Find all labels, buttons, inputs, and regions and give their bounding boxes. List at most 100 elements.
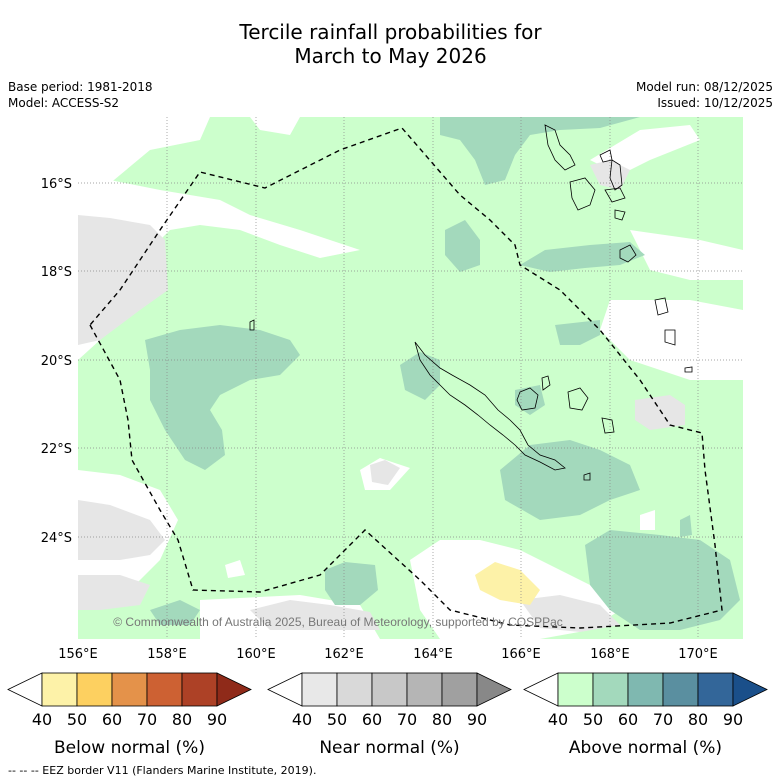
colorbar-tick-label: 40 xyxy=(548,710,568,729)
erromango xyxy=(654,297,669,316)
lon-label: 162°E xyxy=(324,647,364,662)
white-region-nw xyxy=(78,117,210,210)
vanuatu-island-4 xyxy=(614,209,626,221)
colorbar-tick-label: 60 xyxy=(102,710,122,729)
colorbar-tick-label: 50 xyxy=(583,710,603,729)
above-normal-50-region-south xyxy=(325,562,378,605)
colorbar-segment xyxy=(662,672,699,707)
map-title-line1: Tercile rainfall probabilities for xyxy=(239,20,542,44)
lon-label: 160°E xyxy=(236,647,276,662)
above-normal-50-region-west xyxy=(145,325,300,470)
map-title-line2: March to May 2026 xyxy=(294,44,487,68)
lon-label: 156°E xyxy=(58,647,98,662)
isle-of-pines xyxy=(583,472,591,481)
colorbar-segment xyxy=(41,672,78,707)
base-period: Base period: 1981-2018 xyxy=(8,80,153,94)
colorbar-2: 40 50 60 70 80 90 Near normal (%) xyxy=(267,672,512,758)
efate xyxy=(619,244,637,263)
white-region-east2 xyxy=(630,230,743,280)
walpole-island xyxy=(601,417,615,434)
eez-legend-footer: -- -- -- EEZ border V11 (Flanders Marine… xyxy=(8,764,317,777)
white-region-top xyxy=(250,117,300,135)
above-normal-50-region-north xyxy=(440,117,640,185)
colorbar-tick-label: 90 xyxy=(467,710,487,729)
colorbar-tick-label: 90 xyxy=(723,710,743,729)
colorbar-tick-label: 70 xyxy=(397,710,417,729)
colorbar-extend-low xyxy=(7,672,43,707)
colorbar-tick-label: 80 xyxy=(172,710,192,729)
loyalty-island-2 xyxy=(541,375,551,391)
model-name: Model: ACCESS-S2 xyxy=(8,96,120,110)
colorbar-segment xyxy=(627,672,664,707)
above-normal-50-region-east xyxy=(520,242,645,272)
colorbar-extend-low xyxy=(523,672,559,707)
above-normal-50-region-far-se xyxy=(585,530,740,630)
eez-border xyxy=(89,127,723,629)
lat-labels: 16°S 18°S 20°S 22°S 24°S xyxy=(41,177,72,546)
copyright-text: © Commonwealth of Australia 2025, Bureau… xyxy=(113,615,563,629)
tanna xyxy=(664,329,676,346)
map-area xyxy=(78,117,743,639)
colorbar-extend-high xyxy=(732,672,768,707)
lat-label: 20°S xyxy=(41,354,72,369)
lat-label: 22°S xyxy=(41,442,72,457)
above-normal-50-region-nc xyxy=(400,352,440,400)
white-region-east xyxy=(600,300,743,380)
lon-label: 168°E xyxy=(590,647,630,662)
colorbar-tick-label: 50 xyxy=(327,710,347,729)
colorbar-segment xyxy=(371,672,408,707)
colorbar-segment xyxy=(111,672,148,707)
colorbar-tick-label: 70 xyxy=(137,710,157,729)
colorbar-segment xyxy=(336,672,373,707)
colorbar-tick-label: 40 xyxy=(292,710,312,729)
issued-date: Issued: 10/12/2025 xyxy=(657,96,773,110)
above-normal-50-region-sw xyxy=(150,600,200,625)
loyalty-island-3 xyxy=(567,387,589,411)
lon-labels: 156°E 158°E 160°E 162°E 164°E 166°E 168°… xyxy=(58,647,718,662)
lon-label: 170°E xyxy=(678,647,718,662)
colorbar-extend-low xyxy=(267,672,303,707)
loyalty-island-1 xyxy=(516,387,539,411)
colorbar-segment xyxy=(181,672,218,707)
colorbar-title: Near normal (%) xyxy=(319,738,459,758)
espiritu-santo xyxy=(544,124,576,171)
chesterfield-islands xyxy=(249,319,255,331)
colorbar-segment xyxy=(557,672,594,707)
colorbar-extend-high xyxy=(216,672,252,707)
near-normal-region-east xyxy=(635,395,685,430)
near-normal-region-west xyxy=(78,215,168,345)
vanuatu-island-3 xyxy=(604,187,626,203)
lon-label: 158°E xyxy=(147,647,187,662)
colorbar-segment xyxy=(406,672,443,707)
near-normal-region-sw xyxy=(78,500,165,560)
colorbar-tick-label: 80 xyxy=(432,710,452,729)
white-region-ne xyxy=(590,125,700,175)
colorbar-tick-label: 40 xyxy=(32,710,52,729)
near-normal-region-sw2 xyxy=(78,575,150,610)
colorbar-extend-high xyxy=(476,672,512,707)
lat-label: 16°S xyxy=(41,177,72,192)
malekula xyxy=(569,177,596,211)
white-region-dot2 xyxy=(225,560,245,578)
near-normal-region-south xyxy=(250,600,380,630)
colorbar-tick-label: 50 xyxy=(67,710,87,729)
model-run: Model run: 08/12/2025 xyxy=(635,80,773,94)
colorbar-title: Above normal (%) xyxy=(569,738,722,758)
vanuatu-island-2 xyxy=(609,159,623,191)
colorbar-title: Below normal (%) xyxy=(54,738,205,758)
white-region-dot xyxy=(640,510,655,530)
colorbar-tick-label: 70 xyxy=(653,710,673,729)
gridlines xyxy=(78,117,743,639)
lon-label: 164°E xyxy=(413,647,453,662)
colorbar-tick-label: 80 xyxy=(688,710,708,729)
colorbar-tick-label: 60 xyxy=(362,710,382,729)
aneityum xyxy=(684,366,693,373)
below-normal-40-region xyxy=(475,562,540,605)
colorbar-segment xyxy=(592,672,629,707)
colorbar-segment xyxy=(146,672,183,707)
near-normal-region-small xyxy=(370,460,400,485)
